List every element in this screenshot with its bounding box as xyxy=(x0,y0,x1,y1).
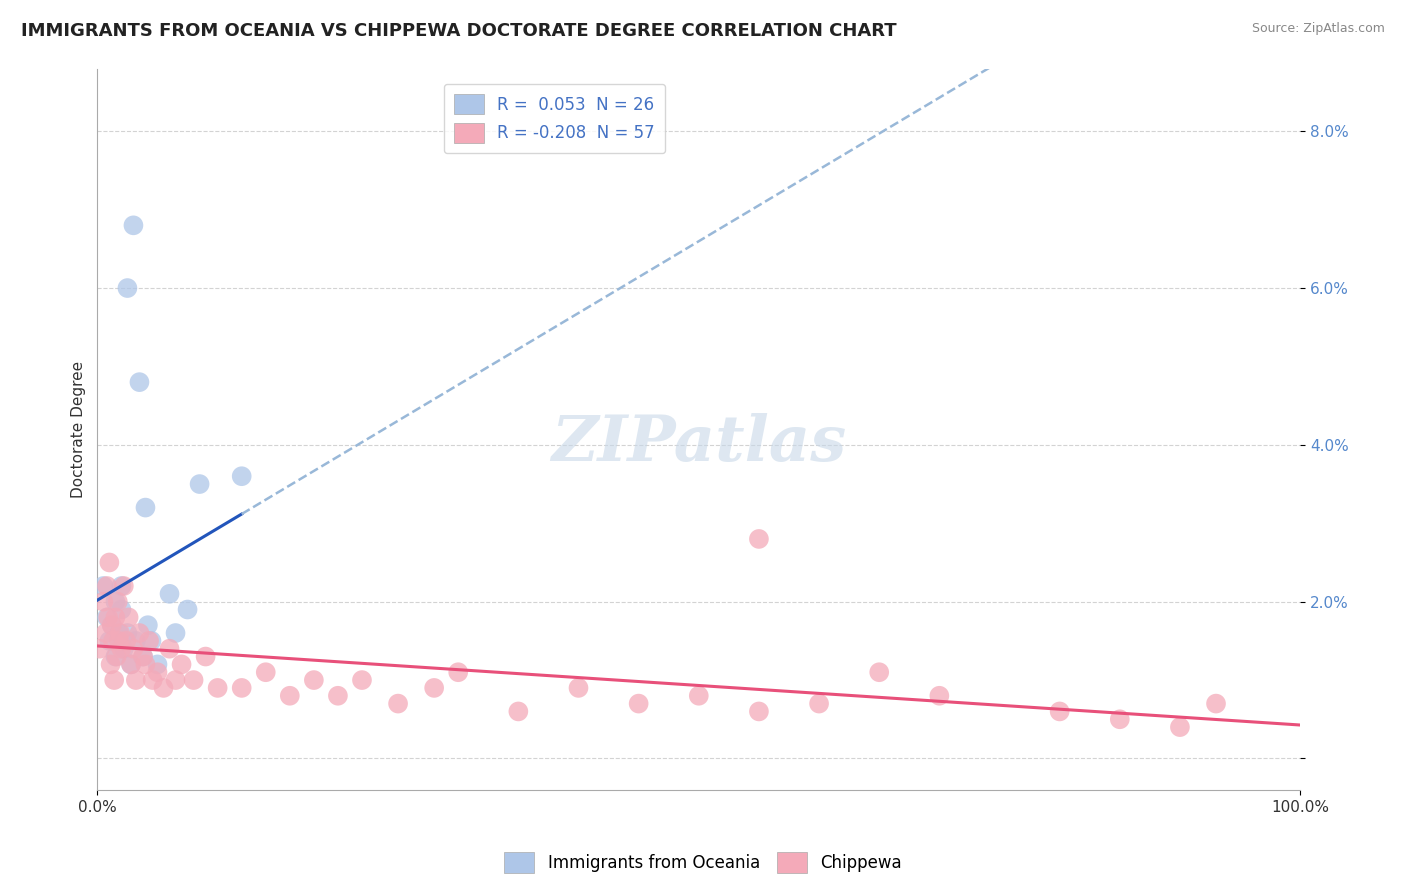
Point xyxy=(112,641,135,656)
Point xyxy=(101,633,124,648)
Point xyxy=(132,649,155,664)
Point xyxy=(110,579,132,593)
Point xyxy=(125,633,148,648)
Point xyxy=(748,705,770,719)
Point xyxy=(141,633,163,648)
Point xyxy=(688,689,710,703)
Point xyxy=(152,681,174,695)
Point xyxy=(104,610,127,624)
Point xyxy=(138,633,160,648)
Legend: R =  0.053  N = 26, R = -0.208  N = 57: R = 0.053 N = 26, R = -0.208 N = 57 xyxy=(444,84,665,153)
Point xyxy=(326,689,349,703)
Point xyxy=(134,657,156,672)
Point xyxy=(93,579,115,593)
Point xyxy=(808,697,831,711)
Point xyxy=(1049,705,1071,719)
Point xyxy=(748,532,770,546)
Point xyxy=(136,618,159,632)
Point xyxy=(928,689,950,703)
Point xyxy=(120,657,142,672)
Point xyxy=(108,626,131,640)
Point xyxy=(105,649,128,664)
Point xyxy=(101,618,124,632)
Point xyxy=(128,375,150,389)
Point xyxy=(122,641,145,656)
Point xyxy=(423,681,446,695)
Point xyxy=(170,657,193,672)
Point xyxy=(98,633,121,648)
Point xyxy=(146,657,169,672)
Point xyxy=(125,673,148,687)
Point xyxy=(207,681,229,695)
Point xyxy=(159,587,181,601)
Point xyxy=(120,657,142,672)
Point xyxy=(627,697,650,711)
Point xyxy=(231,681,253,695)
Point xyxy=(1205,697,1227,711)
Point xyxy=(96,579,118,593)
Point xyxy=(104,595,127,609)
Point xyxy=(112,579,135,593)
Point xyxy=(278,689,301,703)
Point xyxy=(122,219,145,233)
Text: Source: ZipAtlas.com: Source: ZipAtlas.com xyxy=(1251,22,1385,36)
Point xyxy=(104,649,127,664)
Point xyxy=(101,618,124,632)
Point xyxy=(89,641,111,656)
Point xyxy=(110,602,132,616)
Point xyxy=(188,477,211,491)
Point xyxy=(93,595,115,609)
Point xyxy=(96,610,118,624)
Point xyxy=(350,673,373,687)
Point xyxy=(94,626,117,640)
Point xyxy=(176,602,198,616)
Point xyxy=(108,633,131,648)
Point xyxy=(110,641,132,656)
Point xyxy=(132,649,155,664)
Point xyxy=(103,673,125,687)
Point xyxy=(231,469,253,483)
Point xyxy=(447,665,470,680)
Point xyxy=(165,673,187,687)
Point xyxy=(117,626,139,640)
Point xyxy=(97,610,120,624)
Point xyxy=(1108,712,1130,726)
Point xyxy=(117,281,139,295)
Text: ZIPatlas: ZIPatlas xyxy=(551,413,846,475)
Point xyxy=(134,500,156,515)
Point xyxy=(254,665,277,680)
Point xyxy=(165,626,187,640)
Point xyxy=(508,705,530,719)
Point xyxy=(115,633,138,648)
Point xyxy=(868,665,890,680)
Point xyxy=(387,697,409,711)
Point xyxy=(302,673,325,687)
Point xyxy=(1168,720,1191,734)
Text: IMMIGRANTS FROM OCEANIA VS CHIPPEWA DOCTORATE DEGREE CORRELATION CHART: IMMIGRANTS FROM OCEANIA VS CHIPPEWA DOCT… xyxy=(21,22,897,40)
Point xyxy=(108,626,131,640)
Point xyxy=(146,665,169,680)
Point xyxy=(159,641,181,656)
Point xyxy=(100,657,122,672)
Point xyxy=(142,673,165,687)
Point xyxy=(183,673,205,687)
Point xyxy=(107,595,129,609)
Point xyxy=(128,626,150,640)
Point xyxy=(117,610,139,624)
Y-axis label: Doctorate Degree: Doctorate Degree xyxy=(72,360,86,498)
Point xyxy=(567,681,589,695)
Point xyxy=(98,556,121,570)
Point xyxy=(194,649,217,664)
Legend: Immigrants from Oceania, Chippewa: Immigrants from Oceania, Chippewa xyxy=(498,846,908,880)
